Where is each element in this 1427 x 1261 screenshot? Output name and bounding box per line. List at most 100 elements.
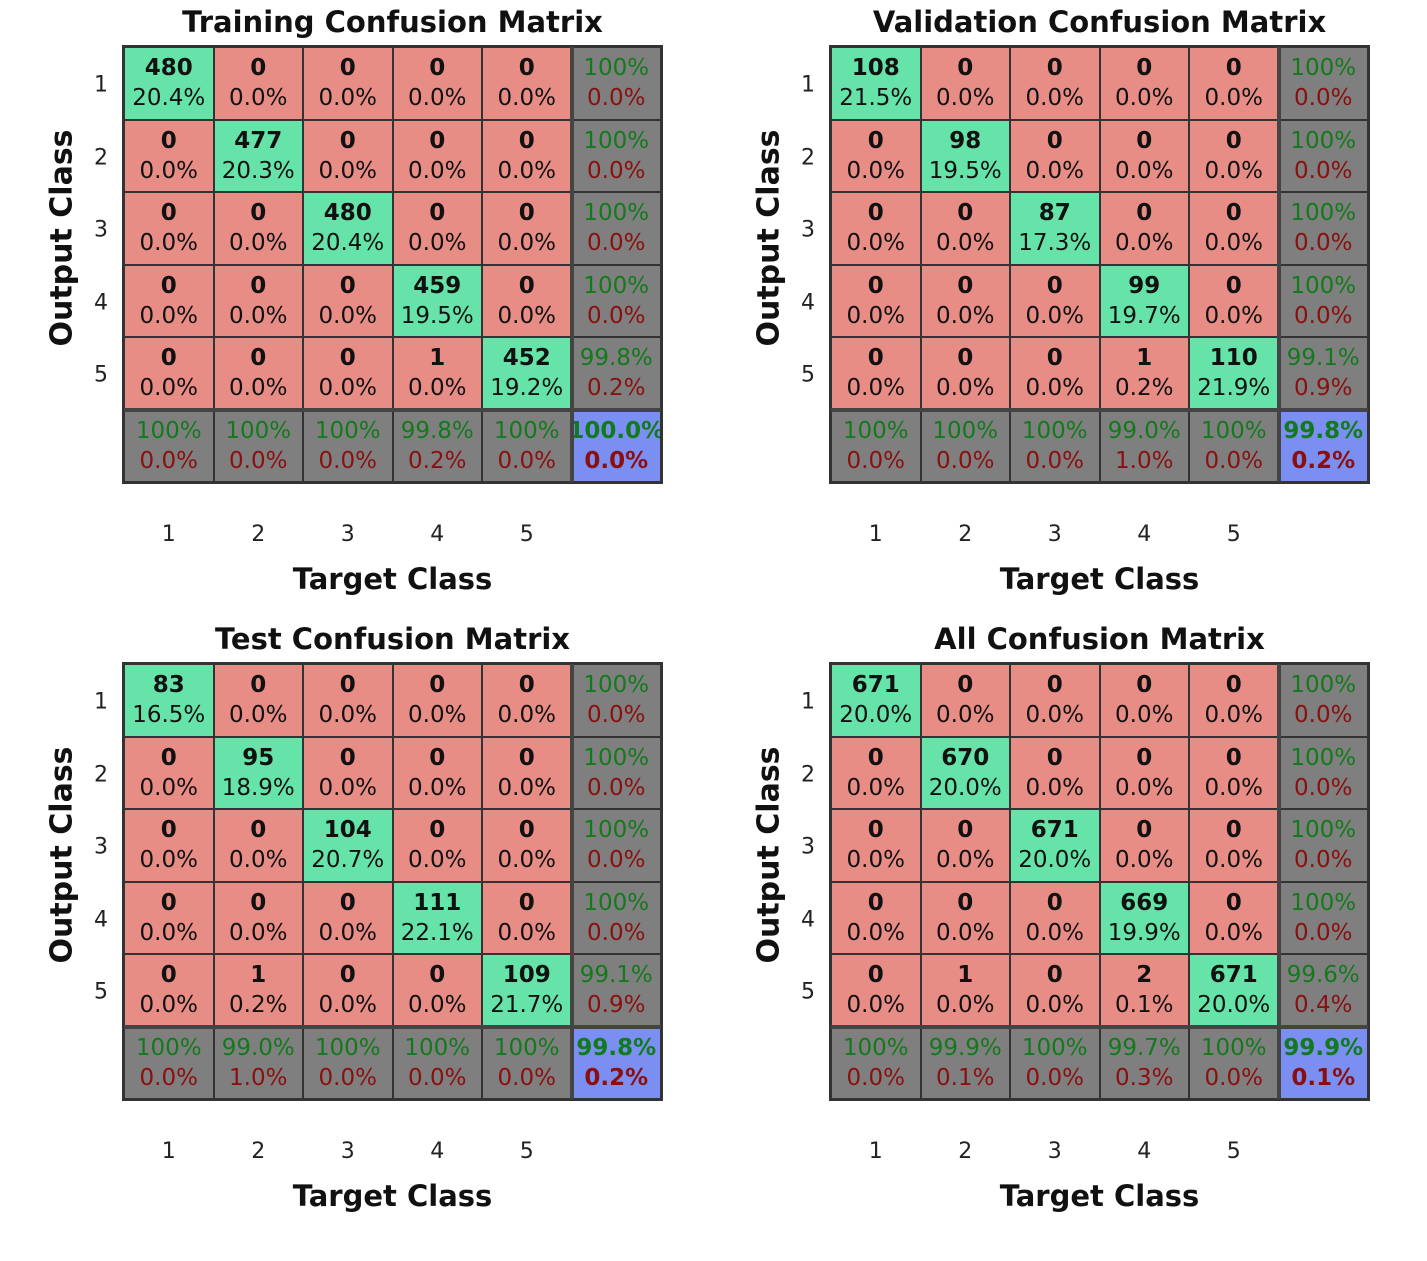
cell-count: 0 (160, 200, 177, 227)
cell-count: 99 (1128, 272, 1161, 299)
misclassified-cell: 0 0.0% (124, 881, 214, 954)
correct-cell: 670 20.0% (920, 736, 1010, 809)
cell-percent: 0.0% (497, 847, 556, 874)
cell-percent: 20.4% (311, 230, 385, 257)
misclassified-cell: 0 0.0% (920, 809, 1010, 882)
cell-count: 0 (1136, 672, 1153, 699)
column-tick-label: 5 (519, 522, 534, 547)
cell-count: 0 (339, 55, 356, 82)
column-summary-cell: 100% 0.0% (1189, 409, 1279, 482)
misclassified-cell: 0 0.0% (124, 119, 214, 192)
misclassified-cell: 0 0.0% (920, 881, 1010, 954)
misclassified-cell: 0 0.0% (392, 192, 482, 265)
cell-percent: 17.3% (1018, 230, 1092, 257)
precision-value: 100% (583, 889, 650, 916)
cell-count: 0 (250, 200, 267, 227)
cell-percent: 0.0% (846, 302, 905, 329)
row-summary-cell: 100% 0.0% (1278, 119, 1368, 192)
misclassified-cell: 0 0.0% (831, 119, 921, 192)
cell-percent: 0.0% (229, 919, 288, 946)
overall-accuracy-value: 99.8% (576, 1034, 657, 1061)
precision-value: 99.6% (1286, 962, 1360, 989)
recall-value: 100% (842, 417, 909, 444)
cell-percent: 0.0% (229, 847, 288, 874)
precision-value: 99.1% (1286, 345, 1360, 372)
column-summary-cell: 100% 0.0% (303, 1026, 393, 1099)
cell-count: 0 (1046, 744, 1063, 771)
misclassified-cell: 0 0.0% (831, 809, 921, 882)
row-tick-label: 1 (94, 689, 108, 715)
cell-percent: 19.9% (1107, 919, 1181, 946)
overall-error-value: 0.2% (584, 1064, 649, 1091)
y-axis-label: Output Class (751, 129, 787, 347)
precision-value: 100% (583, 817, 650, 844)
cell-count: 0 (250, 345, 267, 372)
cell-count: 0 (518, 672, 535, 699)
row-tick-label: 5 (801, 979, 815, 1005)
cell-percent: 0.0% (497, 919, 556, 946)
cell-count: 0 (1136, 817, 1153, 844)
column-summary-cell: 100% 0.0% (831, 1026, 921, 1099)
cell-count: 108 (851, 55, 900, 82)
cell-percent: 0.0% (936, 230, 995, 257)
row-summary-cell: 100% 0.0% (571, 119, 661, 192)
cell-percent: 0.0% (1025, 85, 1084, 112)
misclassified-cell: 0 0.0% (1099, 47, 1189, 120)
row-summary-cell: 100% 0.0% (1278, 881, 1368, 954)
cell-count: 110 (1209, 345, 1258, 372)
cell-percent: 20.0% (1197, 992, 1271, 1019)
precision-value: 100% (583, 672, 650, 699)
misclassified-cell: 0 0.0% (482, 736, 572, 809)
column-tick-label: 3 (1047, 1139, 1062, 1164)
row-summary-cell: 100% 0.0% (571, 47, 661, 120)
cell-count: 0 (518, 200, 535, 227)
correct-cell: 111 22.1% (392, 881, 482, 954)
error-rate-value: 0.0% (1204, 447, 1263, 474)
confusion-matrix-panel: Test Confusion Matrix Output Class Target … (0, 617, 680, 1217)
row-summary-cell: 99.6% 0.4% (1278, 954, 1368, 1027)
cell-count: 669 (1120, 889, 1169, 916)
cell-percent: 0.0% (318, 992, 377, 1019)
error-rate-value: 0.0% (1294, 157, 1353, 184)
overall-accuracy-value: 99.8% (1283, 417, 1364, 444)
misclassified-cell: 0 0.0% (1010, 47, 1100, 120)
correct-cell: 87 17.3% (1010, 192, 1100, 265)
cell-count: 670 (941, 744, 990, 771)
misclassified-cell: 0 0.0% (1189, 192, 1279, 265)
cell-count: 0 (867, 127, 884, 154)
misclassified-cell: 0 0.0% (1010, 954, 1100, 1027)
misclassified-cell: 0 0.0% (303, 881, 393, 954)
cell-percent: 0.0% (1204, 85, 1263, 112)
column-tick-label: 4 (430, 1139, 445, 1164)
cell-percent: 0.0% (229, 302, 288, 329)
correct-cell: 459 19.5% (392, 264, 482, 337)
overall-accuracy-cell: 100.0% 0.0% (571, 409, 661, 482)
row-tick-label: 5 (801, 362, 815, 388)
cell-percent: 0.0% (408, 230, 467, 257)
error-rate-value: 0.0% (318, 1064, 377, 1091)
column-tick-label: 2 (251, 1139, 266, 1164)
cell-count: 0 (1225, 744, 1242, 771)
cell-count: 0 (518, 272, 535, 299)
cell-percent: 0.0% (139, 302, 198, 329)
column-summary-cell: 100% 0.0% (482, 409, 572, 482)
recall-value: 100% (225, 417, 292, 444)
misclassified-cell: 0 0.0% (482, 47, 572, 120)
recall-value: 100% (842, 1034, 909, 1061)
summary-row-divider (124, 407, 661, 412)
column-summary-cell: 99.0% 1.0% (1099, 409, 1189, 482)
cell-percent: 0.0% (936, 85, 995, 112)
precision-value: 100% (583, 744, 650, 771)
cell-percent: 0.0% (1025, 375, 1084, 402)
cell-count: 0 (1046, 345, 1063, 372)
cell-count: 0 (250, 55, 267, 82)
correct-cell: 110 21.9% (1189, 337, 1279, 410)
cell-count: 0 (250, 672, 267, 699)
cell-count: 0 (867, 345, 884, 372)
precision-value: 100% (1290, 817, 1357, 844)
column-tick-label: 1 (161, 522, 176, 547)
recall-value: 100% (314, 1034, 381, 1061)
correct-cell: 671 20.0% (1010, 809, 1100, 882)
cell-percent: 19.2% (490, 375, 564, 402)
column-summary-cell: 100% 0.0% (482, 1026, 572, 1099)
